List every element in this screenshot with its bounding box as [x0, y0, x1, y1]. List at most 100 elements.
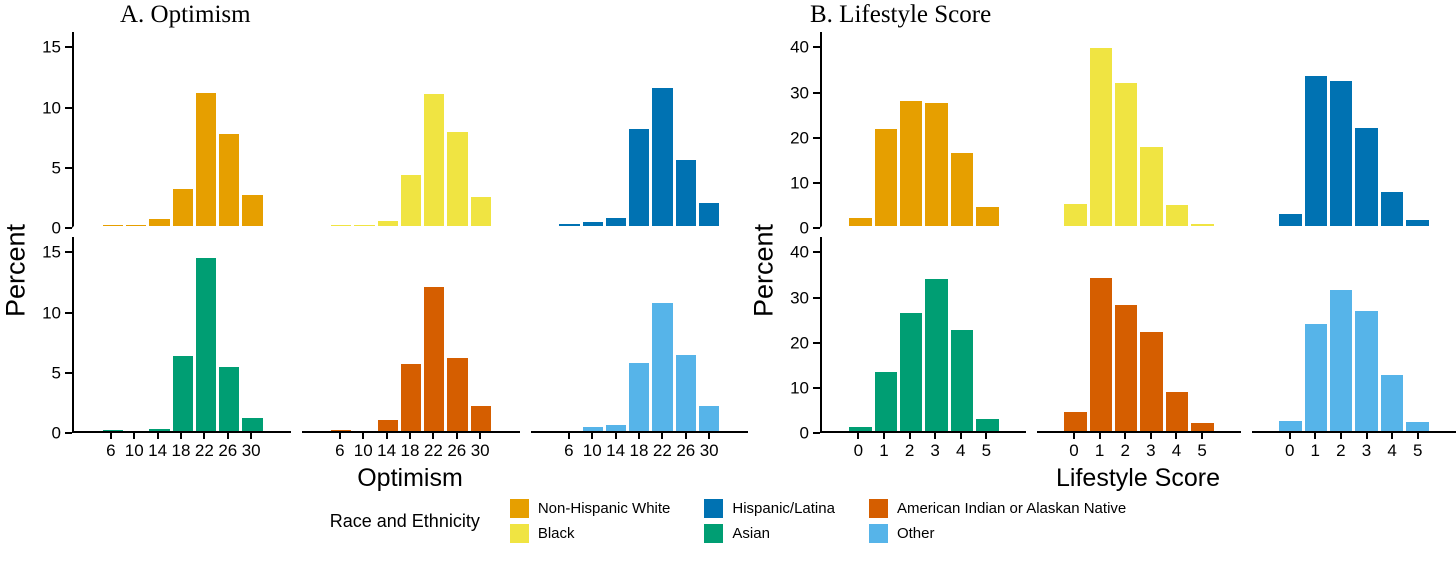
bar-slot	[1191, 237, 1214, 431]
y-tick-mark	[65, 227, 72, 229]
x-tick-group: 6 10 14 18 22 26 30	[530, 433, 748, 463]
x-axis: 6 10 14 18 22 26 30 6 10 14 18 22 26 30 6 10 14 18 22 26 30	[32, 433, 748, 463]
bar-slot	[629, 237, 650, 431]
x-tick-label: 3	[930, 441, 940, 460]
legend-column: Non-Hispanic White Black	[509, 499, 670, 543]
facet-black	[1037, 32, 1241, 228]
bar-non-hispanic-white-x14	[149, 218, 170, 226]
facet-american-indian-or-alaskan-native	[302, 237, 520, 433]
facet-hispanic-latina	[1252, 32, 1456, 228]
y-tick-label: 0	[51, 218, 61, 238]
bar-slot	[470, 237, 492, 431]
x-tick: 1	[1304, 433, 1327, 463]
y-tick-mark	[813, 386, 820, 389]
x-tick-label: 0	[1284, 441, 1295, 460]
legend-entry-other: Other	[868, 524, 1126, 543]
bar-slot	[1279, 32, 1302, 226]
x-tick-mark	[1175, 433, 1178, 439]
bar-slot	[242, 237, 263, 431]
bar-non-hispanic-white-x0	[849, 217, 872, 226]
y-tick-label: 5	[51, 158, 61, 178]
legend-entry-non-hispanic-white: Non-Hispanic White	[509, 499, 670, 518]
x-tick-mark	[203, 433, 206, 439]
y-tick-label: 10	[790, 378, 809, 398]
x-tick-mark	[338, 433, 341, 439]
bar-black-x5	[1191, 223, 1214, 226]
x-tick: 5	[1406, 433, 1429, 463]
bar-asian-x5	[976, 418, 999, 431]
x-tick-mark	[684, 433, 687, 439]
panel-lifestyle-score-body: Percent 0 10 20 30 40 0 10 20 30 40 0 1 2 3 4 5 0 1 2 3 4 5 0 1…	[748, 32, 1456, 463]
bar-american-indian-or-alaskan-native-x26	[447, 358, 468, 431]
bar-american-indian-or-alaskan-native-x0	[1064, 411, 1087, 431]
bar-slot	[874, 237, 897, 431]
bar-other-x0	[1279, 421, 1302, 431]
x-tick: 1	[1088, 433, 1111, 463]
bar-slot	[1064, 237, 1087, 431]
x-tick-mark	[1365, 433, 1368, 439]
x-tick-mark	[385, 433, 388, 439]
x-tick-mark	[637, 433, 640, 439]
y-tick-mark	[813, 91, 820, 94]
bar-hispanic-latina-x5	[1406, 219, 1429, 226]
bar-non-hispanic-white-x18	[172, 189, 193, 226]
x-tick: 0	[1063, 433, 1086, 463]
bar-non-hispanic-white-x2	[900, 100, 923, 226]
bar-non-hispanic-white-x5	[976, 206, 999, 226]
panel-optimism: A. Optimism Percent 0 5 10 15 0 5 10 15 6 10 14 18 2…	[0, 0, 748, 495]
bar-non-hispanic-white-x10	[125, 224, 147, 226]
bar-other-x1	[1304, 324, 1327, 431]
y-tick-label: 5	[51, 363, 61, 383]
bar-slot	[377, 32, 398, 226]
x-tick: 30	[241, 433, 261, 463]
y-tick-mark	[813, 136, 820, 139]
bar-slot	[195, 32, 217, 226]
bar-american-indian-or-alaskan-native-x18	[400, 364, 422, 431]
x-tick-mark	[591, 433, 594, 439]
x-tick-label: 14	[148, 441, 168, 460]
bar-slot	[242, 32, 263, 226]
x-tick-label: 5	[981, 441, 992, 460]
x-tick: 10	[353, 433, 373, 463]
bar-american-indian-or-alaskan-native-x30	[470, 405, 492, 431]
x-tick-mark	[1416, 433, 1419, 439]
facet-non-hispanic-white	[820, 32, 1026, 228]
x-tick-mark	[857, 433, 860, 439]
x-tick: 2	[1330, 433, 1353, 463]
x-tick-label: 1	[879, 441, 889, 460]
bar-american-indian-or-alaskan-native-x22	[424, 286, 445, 431]
bar-slot	[925, 237, 948, 431]
legend-entry-label: Hispanic/Latina	[732, 500, 835, 517]
x-tick: 22	[194, 433, 214, 463]
x-tick: 3	[1140, 433, 1163, 463]
y-axis: 0 10 20 30 40	[780, 237, 820, 442]
x-tick-label: 4	[956, 441, 966, 460]
bar-american-indian-or-alaskan-native-x6	[330, 429, 352, 431]
bar-slot	[1191, 32, 1214, 226]
bar-other-x2	[1330, 290, 1353, 431]
x-tick-mark	[882, 433, 885, 439]
x-tick: 3	[924, 433, 947, 463]
y-tick-label: 10	[790, 173, 809, 193]
hispanic-latina-swatch-icon	[704, 499, 724, 518]
bar-slot	[1089, 237, 1112, 431]
x-tick-mark	[708, 433, 711, 439]
panel-lifestyle-score-plot-area: 0 10 20 30 40 0 10 20 30 40 0 1 2 3 4 5 0 1 2 3 4 5 0 1 2 3 4 5	[780, 32, 1456, 463]
panel-lifestyle-score: B. Lifestyle Score Percent 0 10 20 30 40 0 10 2…	[748, 0, 1456, 495]
bar-other-x10	[582, 427, 603, 431]
bar-slot	[950, 32, 974, 226]
x-tick: 3	[1355, 433, 1378, 463]
y-tick-label: 0	[51, 423, 61, 443]
bar-slot	[219, 32, 240, 226]
x-tick-mark	[1314, 433, 1317, 439]
x-tick-label: 3	[1361, 441, 1372, 460]
bar-asian-x18	[172, 355, 193, 431]
bar-slot	[330, 32, 352, 226]
x-tick-label: 0	[1069, 441, 1079, 460]
x-tick-mark	[959, 433, 962, 439]
bar-black-x18	[400, 174, 422, 226]
y-tick-label: 0	[799, 218, 809, 238]
x-tick: 26	[447, 433, 467, 463]
y-axis: 0 5 10 15	[32, 32, 72, 237]
